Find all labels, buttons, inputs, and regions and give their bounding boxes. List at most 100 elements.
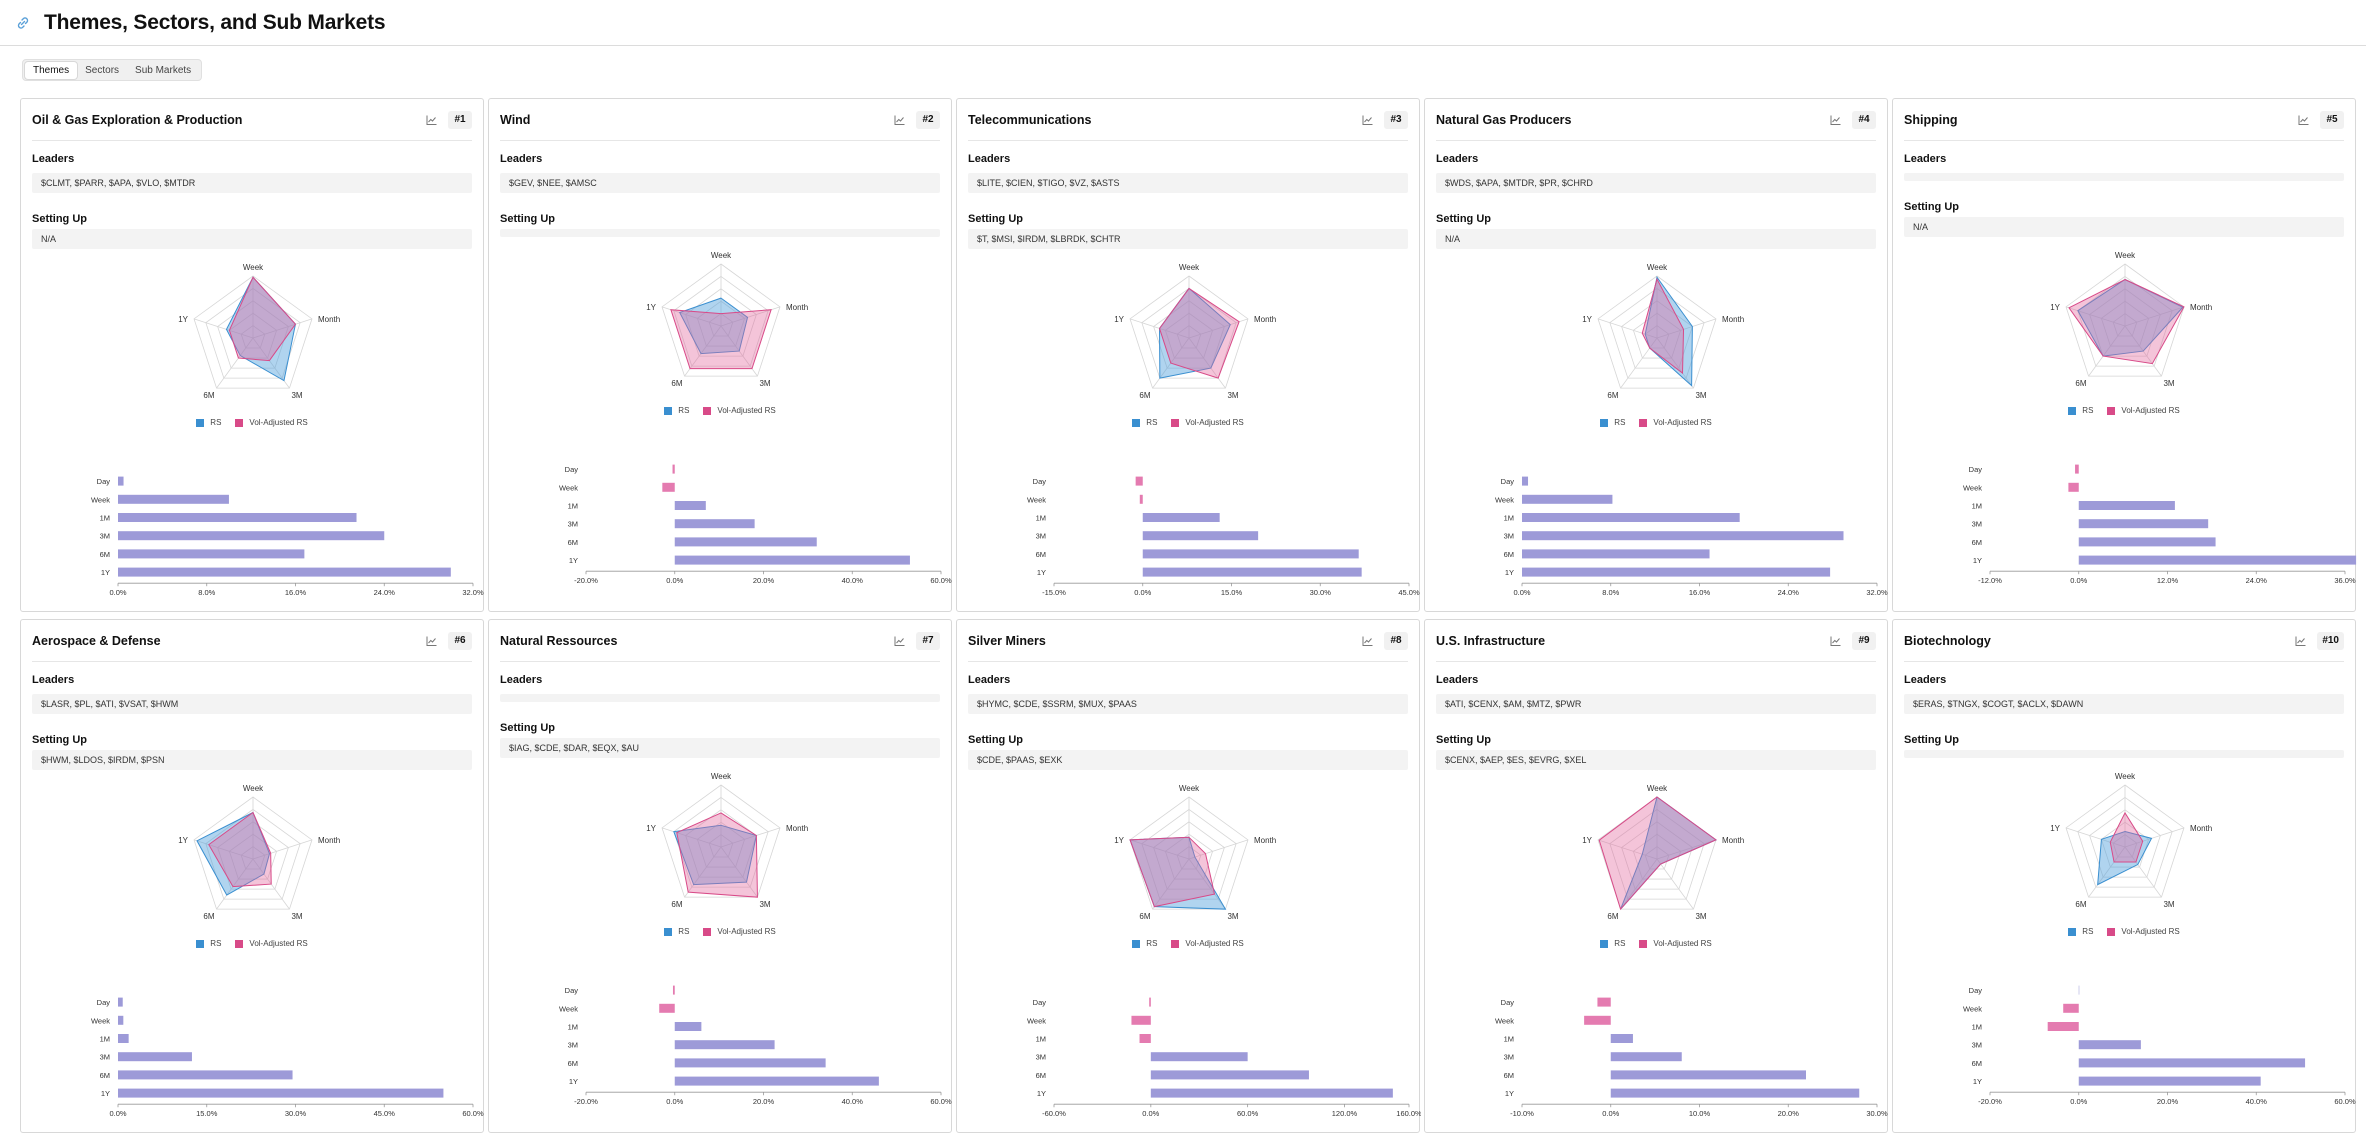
setting-up-label: Setting Up bbox=[32, 213, 87, 225]
tab-sectors[interactable]: Sectors bbox=[85, 64, 120, 76]
page-title: Themes, Sectors, and Sub Markets bbox=[44, 10, 386, 34]
bar-axis-tick-label: -60.0% bbox=[1042, 1109, 1066, 1118]
line-chart-icon[interactable] bbox=[1826, 632, 1844, 650]
legend-item-vol-rs[interactable]: Vol-Adjusted RS bbox=[1171, 939, 1244, 948]
radar-axis-label: Week bbox=[243, 263, 264, 272]
rank-badge: #2 bbox=[916, 110, 940, 129]
bar-axis-tick-label: 16.0% bbox=[1689, 588, 1711, 597]
radar-grid-ring bbox=[1621, 300, 1693, 369]
radar-axis-label: Month bbox=[2190, 303, 2212, 312]
bar-day bbox=[1135, 476, 1143, 486]
legend-item-rs[interactable]: RS bbox=[664, 927, 689, 936]
bar-axis-tick-label: -20.0% bbox=[574, 576, 598, 585]
radar-spoke bbox=[1656, 858, 1694, 910]
legend-item-rs[interactable]: RS bbox=[196, 939, 221, 948]
legend-item-rs[interactable]: RS bbox=[2068, 927, 2093, 936]
bar-3m bbox=[674, 1040, 775, 1050]
radar-spoke bbox=[216, 858, 254, 910]
radar-grid-ring bbox=[1176, 325, 1202, 349]
radar-grid-ring bbox=[1153, 821, 1225, 890]
card-header: U.S. Infrastructure #9 bbox=[1436, 620, 1876, 662]
bar-6m bbox=[118, 1070, 293, 1080]
tab-sub-markets[interactable]: Sub Markets bbox=[135, 64, 192, 76]
legend-item-rs[interactable]: RS bbox=[1600, 418, 1625, 427]
leaders-value: $WDS, $APA, $MTDR, $PR, $CHRD bbox=[1436, 173, 1876, 193]
radar-grid-ring bbox=[228, 312, 278, 359]
line-chart-icon[interactable] bbox=[890, 632, 908, 650]
bar-axis-tick-label: 60.0% bbox=[1237, 1109, 1259, 1118]
bar-axis-tick-label: 40.0% bbox=[2246, 1097, 2268, 1106]
radar-spoke bbox=[720, 827, 781, 848]
radar-grid-ring bbox=[205, 287, 301, 379]
bar-category-label: 3M bbox=[1036, 532, 1046, 541]
page-header: Themes, Sectors, and Sub Markets bbox=[0, 0, 2366, 46]
radar-chart: Week Month 3M 6M 1Y bbox=[178, 784, 340, 921]
legend-item-rs[interactable]: RS bbox=[1600, 939, 1625, 948]
line-chart-icon[interactable] bbox=[2294, 111, 2312, 129]
line-chart-icon[interactable] bbox=[422, 632, 440, 650]
legend-item-vol-rs[interactable]: Vol-Adjusted RS bbox=[2107, 927, 2180, 936]
tab-themes[interactable]: Themes bbox=[25, 61, 78, 79]
bar-axis-tick-label: 24.0% bbox=[374, 588, 396, 597]
legend-label-vol-rs: Vol-Adjusted RS bbox=[249, 418, 308, 427]
bar-axis-tick-label: 24.0% bbox=[2246, 576, 2268, 585]
legend-item-vol-rs[interactable]: Vol-Adjusted RS bbox=[1639, 939, 1712, 948]
leaders-label: Leaders bbox=[1436, 153, 1479, 165]
legend-label-vol-rs: Vol-Adjusted RS bbox=[2121, 927, 2180, 936]
radar-grid-ring bbox=[2112, 313, 2138, 337]
bar-category-label: Day bbox=[565, 465, 579, 474]
bar-category-label: 3M bbox=[100, 1053, 110, 1062]
legend-item-rs[interactable]: RS bbox=[664, 406, 689, 415]
line-chart-icon[interactable] bbox=[422, 111, 440, 129]
line-chart-icon[interactable] bbox=[890, 111, 908, 129]
radar-chart: Week Month 3M 6M 1Y bbox=[2050, 772, 2212, 909]
legend-item-vol-rs[interactable]: Vol-Adjusted RS bbox=[1639, 418, 1712, 427]
legend-item-rs[interactable]: RS bbox=[196, 418, 221, 427]
legend-label-vol-rs: Vol-Adjusted RS bbox=[249, 939, 308, 948]
setting-up-value: $CDE, $PAAS, $EXK bbox=[968, 750, 1408, 770]
line-chart-icon[interactable] bbox=[1358, 111, 1376, 129]
radar-axis-label: 1Y bbox=[1582, 836, 1592, 845]
legend-item-rs[interactable]: RS bbox=[1132, 939, 1157, 948]
chart-legend: RS Vol-Adjusted RS bbox=[1425, 418, 1887, 427]
bar-category-label: 1Y bbox=[569, 556, 578, 565]
card-header: Aerospace & Defense #6 bbox=[32, 620, 472, 662]
bar-day bbox=[118, 476, 124, 486]
chain-link-icon[interactable] bbox=[16, 16, 30, 30]
radar-axis-label: 6M bbox=[1139, 391, 1150, 400]
tab-bar: Themes Sectors Sub Markets bbox=[22, 59, 203, 81]
radar-series-vol-rs bbox=[228, 276, 297, 362]
legend-item-vol-rs[interactable]: Vol-Adjusted RS bbox=[235, 418, 308, 427]
bar-axis-tick-label: 120.0% bbox=[1332, 1109, 1358, 1118]
setting-up-value bbox=[1904, 750, 2344, 758]
bar-3m bbox=[118, 1052, 192, 1062]
radar-spoke bbox=[1188, 318, 1249, 339]
legend-item-vol-rs[interactable]: Vol-Adjusted RS bbox=[235, 939, 308, 948]
radar-axis-label: 6M bbox=[671, 900, 682, 909]
bar-6m bbox=[674, 1058, 826, 1068]
legend-item-vol-rs[interactable]: Vol-Adjusted RS bbox=[703, 927, 776, 936]
bar-category-label: 3M bbox=[1036, 1053, 1046, 1062]
radar-series-rs bbox=[1644, 276, 1693, 387]
radar-spoke bbox=[2124, 846, 2162, 898]
bar-category-label: Week bbox=[559, 1004, 578, 1013]
legend-label-vol-rs: Vol-Adjusted RS bbox=[2121, 406, 2180, 415]
bar-category-label: 3M bbox=[1504, 532, 1514, 541]
line-chart-icon[interactable] bbox=[1358, 632, 1376, 650]
bar-category-label: 1M bbox=[1504, 514, 1514, 523]
line-chart-icon[interactable] bbox=[1826, 111, 1844, 129]
bar-category-label: Week bbox=[1963, 1004, 1982, 1013]
radar-axis-label: 1Y bbox=[178, 836, 188, 845]
legend-item-vol-rs[interactable]: Vol-Adjusted RS bbox=[703, 406, 776, 415]
legend-item-vol-rs[interactable]: Vol-Adjusted RS bbox=[1171, 418, 1244, 427]
radar-axis-label: 3M bbox=[291, 391, 302, 400]
legend-swatch-vol-rs bbox=[2107, 927, 2116, 936]
legend-swatch-vol-rs bbox=[1171, 939, 1180, 948]
legend-item-rs[interactable]: RS bbox=[1132, 418, 1157, 427]
theme-card: Telecommunications #3 Leaders $LITE, $CI… bbox=[956, 98, 1420, 612]
line-chart-icon[interactable] bbox=[2291, 632, 2309, 650]
bar-1y bbox=[1610, 1088, 1860, 1098]
legend-item-vol-rs[interactable]: Vol-Adjusted RS bbox=[2107, 406, 2180, 415]
legend-item-rs[interactable]: RS bbox=[2068, 406, 2093, 415]
bar-category-label: 6M bbox=[568, 1059, 578, 1068]
